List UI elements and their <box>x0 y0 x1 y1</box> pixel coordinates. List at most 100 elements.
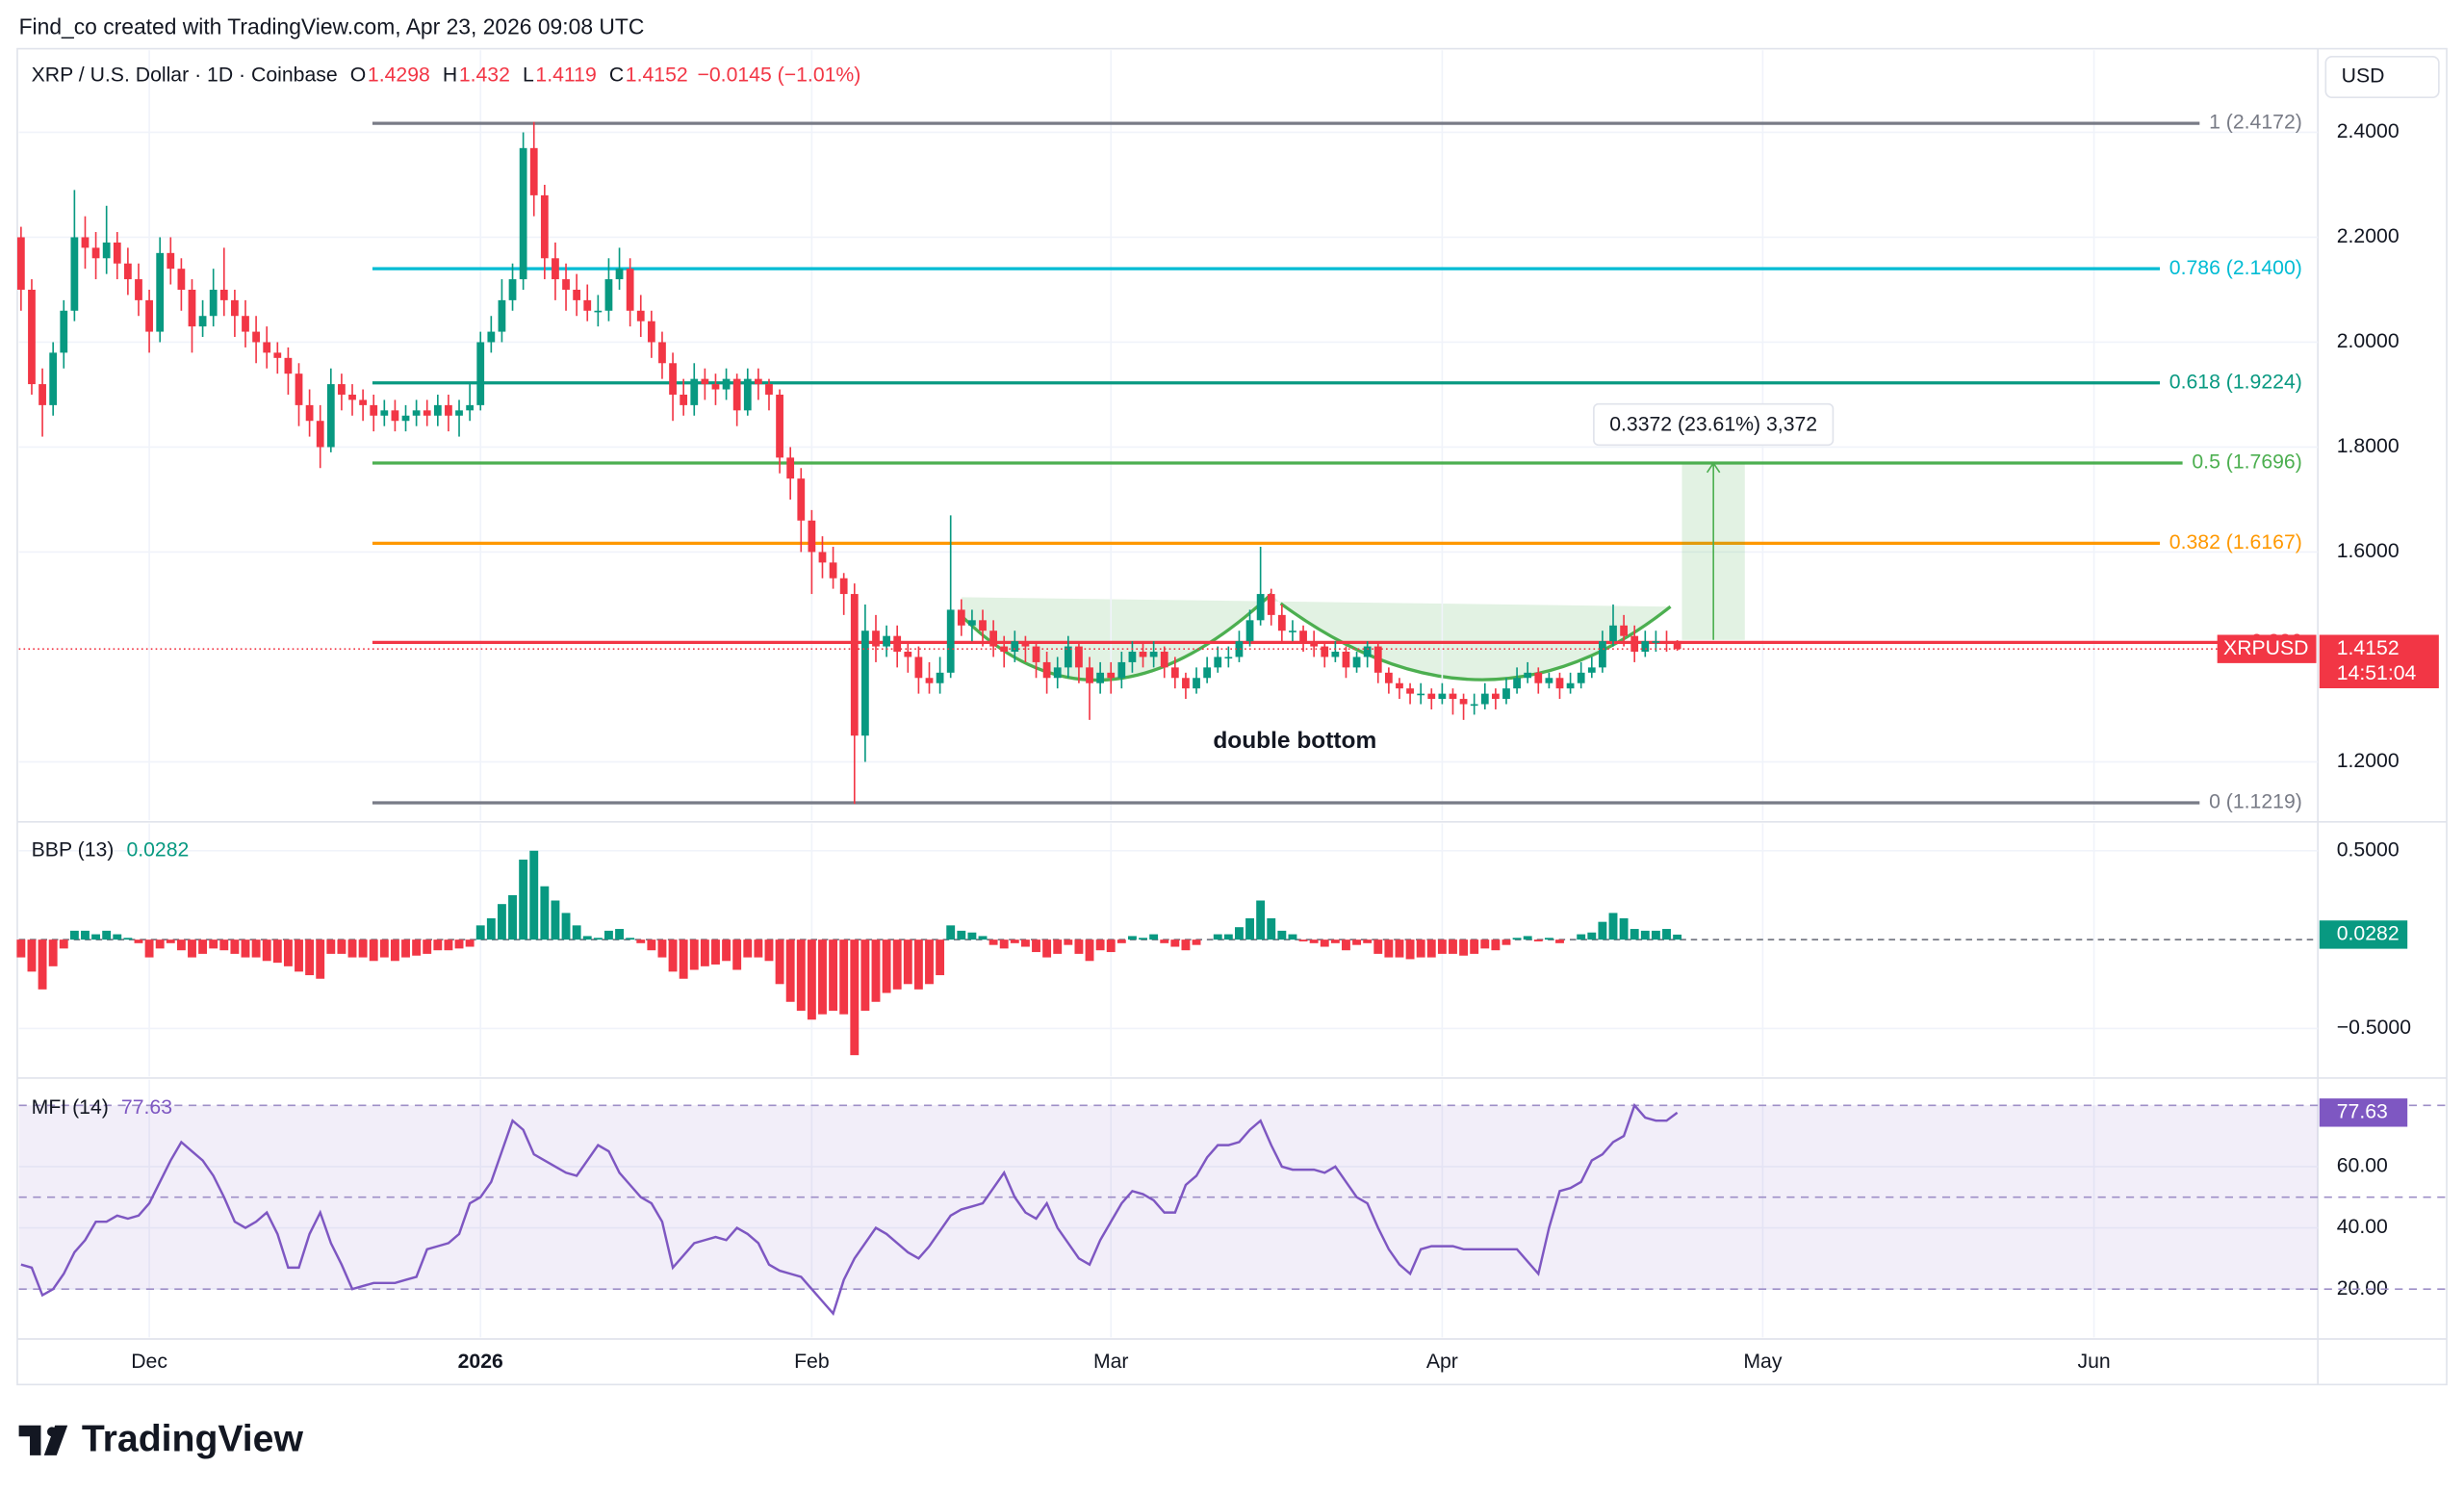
value-tag: 77.63 <box>2337 1100 2388 1122</box>
candle-body <box>1427 693 1436 700</box>
histogram-bar <box>1309 940 1319 943</box>
candle-body <box>219 289 228 300</box>
histogram-bar <box>732 940 742 970</box>
histogram-bar <box>1651 930 1660 940</box>
candle-body <box>1363 646 1372 657</box>
histogram-bar <box>529 850 539 940</box>
logo-dot <box>46 1427 57 1437</box>
histogram-bar <box>1064 940 1073 945</box>
histogram-bar <box>326 940 336 954</box>
candle-body <box>16 237 25 290</box>
histogram-bar <box>615 929 624 940</box>
candle-body <box>529 147 538 195</box>
y-tick-label: −0.5000 <box>2337 1017 2411 1039</box>
candle-body <box>81 237 90 248</box>
symbol-legend: XRP / U.S. Dollar · 1D · Coinbase O 1.4298… <box>32 64 861 86</box>
histogram-bar <box>1352 940 1362 945</box>
candle-body <box>925 678 934 683</box>
x-tick-label: 2026 <box>458 1351 503 1373</box>
histogram-bar <box>882 940 891 993</box>
candle-body <box>466 404 475 411</box>
candle-body <box>1662 641 1671 643</box>
histogram-bar <box>1288 934 1297 940</box>
candle-body <box>1053 667 1062 679</box>
histogram-bar <box>283 940 293 966</box>
candle-body <box>28 289 36 385</box>
measure-label-bg <box>1593 402 1835 447</box>
candle-body <box>1321 646 1329 657</box>
histogram-bar <box>390 940 399 962</box>
candle-body <box>1491 693 1500 700</box>
candle-body <box>1406 688 1414 694</box>
histogram-bar <box>27 940 37 972</box>
histogram-bar <box>1010 940 1019 943</box>
histogram-bar <box>486 917 496 940</box>
x-tick-label: Jun <box>2077 1351 2110 1373</box>
histogram-bar <box>337 940 346 954</box>
candle-body <box>263 342 271 353</box>
histogram-bar <box>572 925 581 940</box>
symbol-tag-bg <box>2217 634 2317 663</box>
histogram-bar <box>444 940 453 951</box>
histogram-bar <box>1630 929 1639 940</box>
candle-body <box>445 404 452 416</box>
indicator-legend: MFI (14) 77.63 <box>32 1096 172 1119</box>
candle-body <box>883 635 890 647</box>
candle-body <box>979 620 987 631</box>
x-tick-label: Feb <box>794 1351 830 1373</box>
candle-body <box>145 299 153 332</box>
histogram-bar <box>1544 938 1553 940</box>
histogram-bar <box>1373 940 1383 954</box>
value-tag-bg <box>2319 1098 2408 1127</box>
histogram-bar <box>1213 934 1222 940</box>
candle-body <box>1289 631 1296 632</box>
currency-label[interactable]: USD <box>2342 65 2385 88</box>
candle-body <box>904 652 912 657</box>
histogram-bar <box>957 930 966 940</box>
histogram-bar <box>1619 917 1629 940</box>
histogram-bar <box>636 940 646 943</box>
histogram-bar <box>1020 940 1030 947</box>
histogram-bar <box>807 940 816 1020</box>
candle-body <box>615 269 624 280</box>
histogram-bar <box>1277 930 1287 940</box>
candle-body <box>370 404 378 416</box>
histogram-bar <box>59 940 68 949</box>
candle-body <box>1011 641 1019 653</box>
candle-body <box>1342 652 1350 668</box>
ohlc-value: 1.4298 <box>368 64 430 86</box>
histogram-bar <box>1342 940 1350 951</box>
histogram-bar <box>1320 940 1329 947</box>
candle-body <box>1396 682 1403 689</box>
histogram-bar <box>925 940 934 985</box>
candle-body <box>476 342 485 405</box>
histogram-bar <box>1470 940 1479 954</box>
candle-body <box>1480 693 1489 705</box>
candle-body <box>135 279 142 300</box>
histogram-bar <box>1181 940 1191 951</box>
candle-body <box>326 384 335 448</box>
y-tick-label: 0.5000 <box>2337 838 2400 861</box>
candle-body <box>808 520 816 553</box>
histogram-bar <box>829 940 838 1011</box>
candle-body <box>540 194 549 259</box>
histogram-bar <box>48 940 58 966</box>
currency-button[interactable] <box>2324 55 2440 99</box>
histogram-bar <box>1074 940 1084 954</box>
histogram-bar <box>860 940 870 1011</box>
candle-body <box>680 394 688 405</box>
candle-body <box>1470 704 1478 707</box>
histogram-bar <box>722 940 732 962</box>
candle-body <box>1534 672 1543 683</box>
histogram-bar <box>626 938 635 940</box>
histogram-bar <box>785 940 795 1002</box>
candle-body <box>1599 641 1606 668</box>
histogram-bar <box>936 940 945 976</box>
candle-body <box>242 316 249 332</box>
candle-body <box>552 258 559 280</box>
candle-body <box>498 299 506 332</box>
histogram-bar <box>1139 938 1147 940</box>
candle-body <box>1438 693 1447 700</box>
